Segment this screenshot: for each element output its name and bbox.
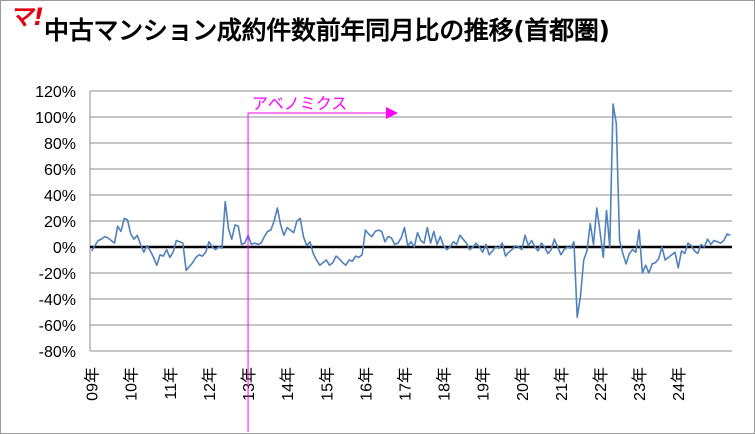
y-tick-label: 0% xyxy=(53,240,76,257)
series-line-path xyxy=(90,103,731,319)
page-title: 中古マンション成約件数前年同月比の推移(首都圏) xyxy=(44,16,610,45)
y-tick-label: -80% xyxy=(39,344,76,361)
gridlines xyxy=(90,90,732,352)
y-tick-label: 40% xyxy=(44,188,76,205)
y-tick-label: 80% xyxy=(44,136,76,153)
y-tick-label: 100% xyxy=(35,110,76,127)
x-tick-label: 24年 xyxy=(670,367,688,401)
x-tick-label: 11年 xyxy=(162,367,180,400)
x-tick-label: 18年 xyxy=(436,367,454,401)
y-tick-label: -20% xyxy=(39,266,76,283)
x-tick-label: 17年 xyxy=(396,367,414,401)
logo-mark: マ! xyxy=(9,3,44,31)
y-tick-label: 60% xyxy=(44,162,76,179)
x-tick-label: 20年 xyxy=(514,367,532,401)
x-tick-label: 16年 xyxy=(357,367,375,401)
x-tick-label: 21年 xyxy=(553,367,571,401)
x-tick-label: 10年 xyxy=(123,367,141,401)
annotation-label: アベノミクス xyxy=(252,94,347,113)
y-tick-label: -60% xyxy=(39,318,76,335)
x-axis: 09年 10年 11年 12年 13年 14年 15年 16年 17年 18年 19年 20年 21年 2… xyxy=(84,367,689,401)
x-tick-label: 19年 xyxy=(475,367,493,401)
x-tick-label: 13年 xyxy=(240,367,258,401)
x-tick-label: 22年 xyxy=(592,367,610,401)
x-tick-label: 09年 xyxy=(84,367,102,401)
annotation-arrow-head xyxy=(386,107,398,119)
series-line xyxy=(90,103,731,319)
y-tick-label: 20% xyxy=(44,214,76,231)
x-tick-label: 12年 xyxy=(201,367,219,401)
y-tick-label: -40% xyxy=(39,292,76,309)
y-tick-label: 120% xyxy=(35,84,76,101)
abenomics-annotation: アベノミクス xyxy=(247,94,398,432)
y-axis: 120% 100% 80% 60% 40% 20% 0% -20% -40% -60% -80% xyxy=(35,84,91,361)
x-tick-label: 15年 xyxy=(318,367,336,401)
x-tick-label: 23年 xyxy=(631,367,649,401)
x-tick-label: 14年 xyxy=(279,367,297,401)
logo: マ! xyxy=(8,3,44,32)
